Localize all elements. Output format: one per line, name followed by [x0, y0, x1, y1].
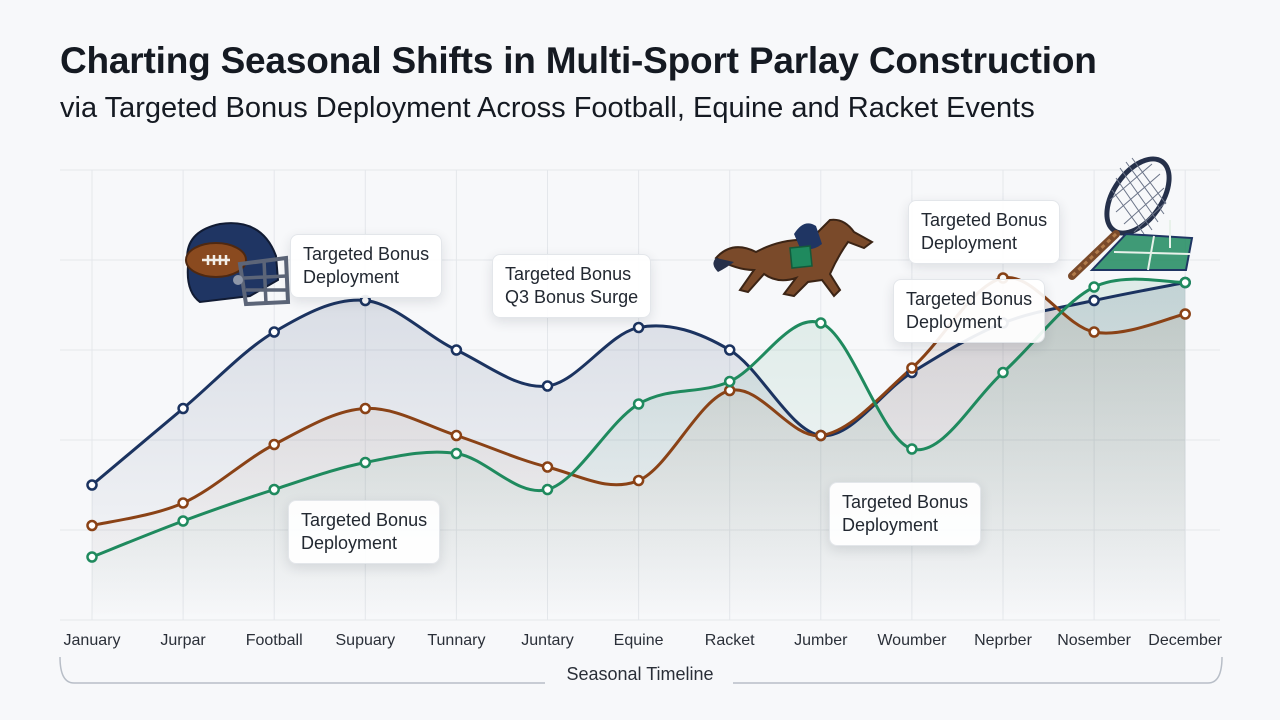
data-point-brown — [815, 429, 827, 442]
data-point-brown — [723, 384, 736, 397]
data-point-navy — [1088, 294, 1100, 307]
data-point-navy — [541, 380, 554, 392]
annotation-line: Deployment — [303, 267, 400, 287]
data-point-green — [997, 366, 1009, 379]
racehorse-icon — [713, 218, 874, 298]
annotation-callout: Targeted Bonus Q3 Bonus Surge — [492, 254, 652, 318]
data-point-brown — [1179, 308, 1191, 320]
data-point-brown — [632, 474, 645, 487]
football-helmet-icon — [185, 222, 291, 307]
data-point-green — [86, 551, 98, 563]
x-tick-label: Tunnary — [427, 632, 485, 649]
data-point-brown — [906, 362, 918, 374]
data-point-green — [1179, 276, 1191, 289]
data-point-brown — [268, 438, 280, 451]
data-point-green — [1088, 281, 1100, 293]
data-point-brown — [177, 497, 189, 509]
x-tick-label: Jumber — [794, 632, 848, 649]
chart-subtitle: via Targeted Bonus Deployment Across Foo… — [60, 92, 1035, 124]
data-point-navy — [450, 344, 463, 356]
annotation-line: Deployment — [842, 515, 939, 535]
data-point-green — [815, 317, 827, 329]
data-point-green — [632, 398, 645, 410]
annotation-callout: Targeted Bonus Deployment — [829, 482, 982, 546]
x-tick-label: Neprber — [974, 632, 1032, 649]
data-point-green — [906, 443, 918, 455]
data-point-brown — [541, 461, 554, 473]
x-tick-label: Nosember — [1057, 632, 1131, 649]
data-point-green — [541, 483, 554, 496]
data-point-brown — [359, 402, 372, 415]
x-tick-labels: January Jurpar Football Supuary Tunnary Junta… — [64, 632, 1223, 649]
x-tick-label: January — [64, 632, 121, 649]
x-tick-label: Jurpar — [160, 632, 206, 649]
data-point-green — [723, 375, 736, 388]
x-tick-label: Racket — [705, 632, 755, 649]
data-point-green — [359, 456, 372, 469]
data-point-brown — [86, 519, 98, 532]
annotation-callout: Targeted Bonus Deployment — [893, 279, 1046, 343]
data-point-brown — [450, 429, 463, 442]
annotation-line: Targeted Bonus — [842, 492, 969, 512]
annotation-line: Deployment — [921, 233, 1018, 253]
x-tick-label: Equine — [614, 632, 664, 649]
tennis-racket-icon — [1068, 156, 1194, 280]
annotation-line: Targeted Bonus — [921, 210, 1048, 230]
data-point-navy — [86, 479, 98, 491]
data-point-green — [177, 515, 189, 527]
annotation-line: Targeted Bonus — [906, 289, 1033, 309]
annotation-line: Targeted Bonus — [301, 510, 428, 530]
data-points — [86, 272, 1191, 563]
data-point-navy — [177, 402, 189, 415]
data-point-brown — [1088, 326, 1100, 338]
data-point-navy — [723, 344, 736, 356]
data-point-navy — [632, 321, 645, 334]
timeline-bracket — [59, 656, 1223, 684]
annotation-callout: Targeted Bonus Deployment — [288, 500, 441, 564]
data-point-green — [450, 447, 463, 460]
annotation-line: Q3 Bonus Surge — [505, 287, 639, 307]
chart-title: Charting Seasonal Shifts in Multi-Sport … — [60, 40, 1097, 81]
annotation-line: Targeted Bonus — [505, 264, 632, 284]
x-tick-label: Woumber — [877, 632, 947, 649]
data-point-green — [268, 483, 280, 496]
annotation-line: Deployment — [301, 533, 398, 553]
data-point-navy — [268, 326, 280, 338]
x-tick-label: December — [1148, 632, 1222, 649]
annotation-line: Deployment — [906, 312, 1003, 332]
x-axis-title: Seasonal Timeline — [566, 664, 713, 684]
annotation-callout: Targeted Bonus Deployment — [290, 234, 443, 298]
annotation-callout: Targeted Bonus Deployment — [908, 200, 1061, 264]
annotation-line: Targeted Bonus — [303, 244, 430, 264]
x-tick-label: Juntary — [521, 632, 573, 649]
x-tick-label: Supuary — [336, 632, 396, 649]
x-tick-label: Football — [246, 632, 303, 649]
